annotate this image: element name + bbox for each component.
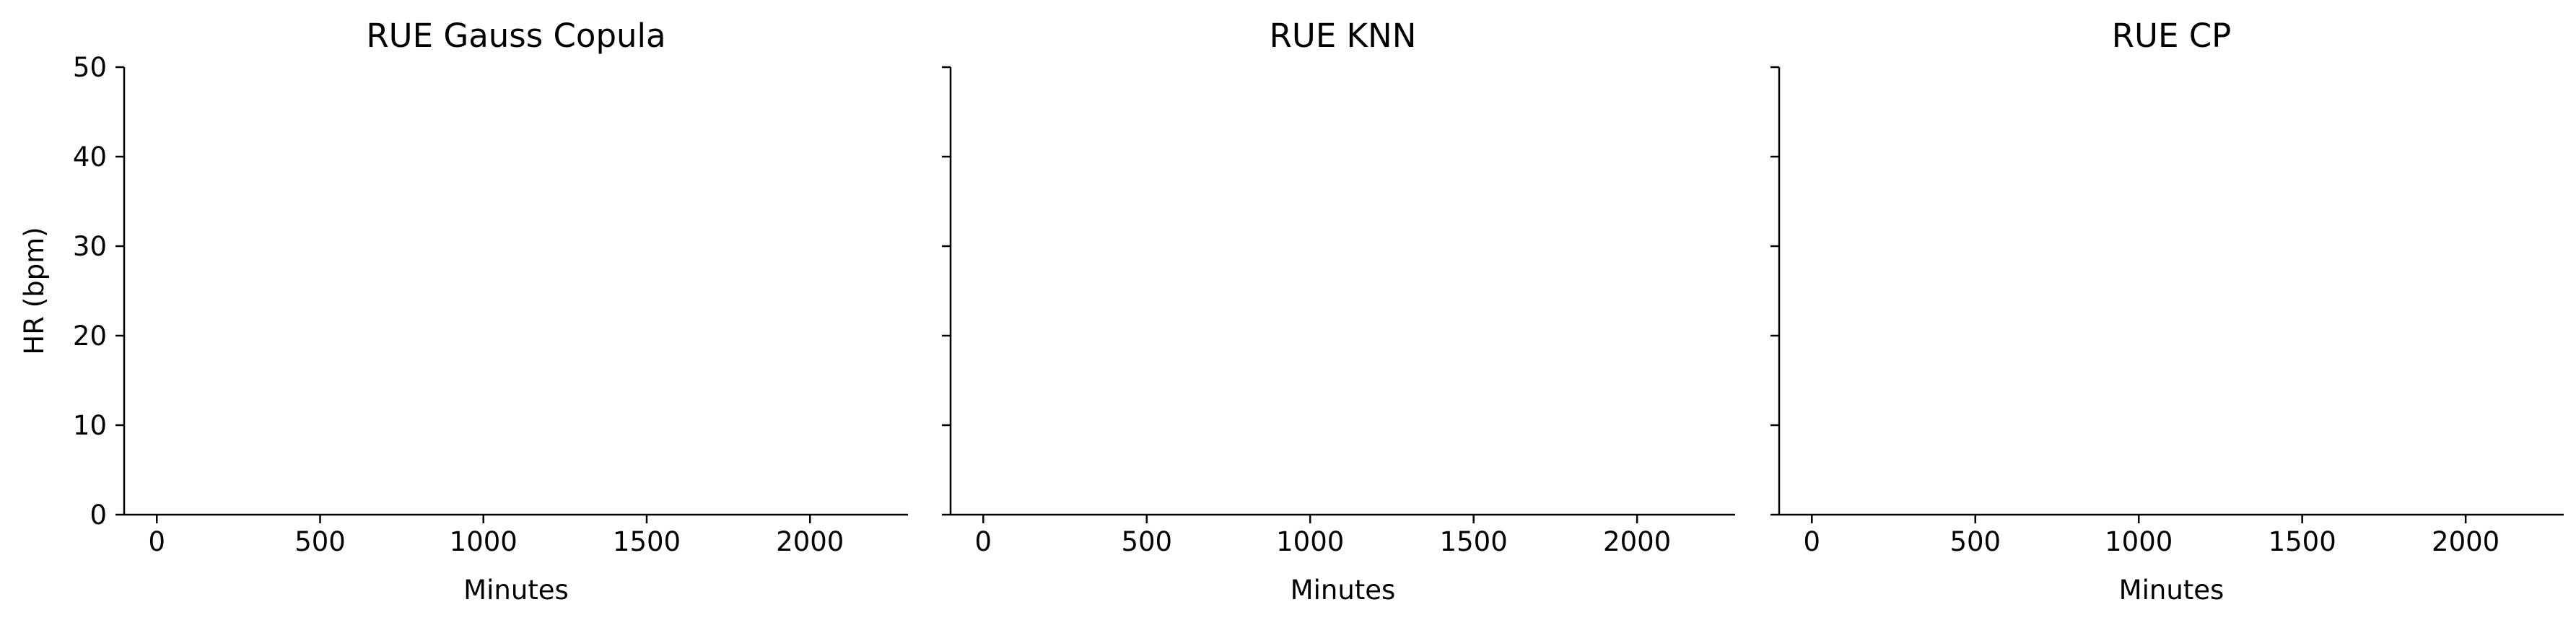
y-axis-label: HR (bpm) xyxy=(19,227,50,354)
subplot-3: 0 500 1000 1500 2000 RUE CP Minutes xyxy=(1771,17,2564,606)
x-tick-label: 500 xyxy=(1121,526,1172,557)
x-axis-label: Minutes xyxy=(2119,575,2224,606)
x-tick-label: 0 xyxy=(148,526,165,557)
y-tick-label: 50 xyxy=(73,52,107,83)
x-axis-label: Minutes xyxy=(1291,575,1396,606)
x-tick-label: 1000 xyxy=(1276,526,1344,557)
x-tick-label: 1000 xyxy=(450,526,518,557)
subplot-1: 0 500 1000 1500 2000 0 10 20 30 40 50 RUE Gauss Cop… xyxy=(19,17,908,606)
y-tick-label: 20 xyxy=(73,320,107,352)
y-tick-label: 30 xyxy=(73,231,107,262)
y-tick-label: 10 xyxy=(73,410,107,441)
x-tick-label: 500 xyxy=(294,526,346,557)
subplot-2: 0 500 1000 1500 2000 RUE KNN Minutes xyxy=(942,17,1735,606)
x-tick-label: 2000 xyxy=(1603,526,1671,557)
subplot-title: RUE CP xyxy=(2112,17,2232,55)
y-tick-label: 0 xyxy=(89,500,107,531)
x-tick-label: 0 xyxy=(1804,526,1821,557)
x-tick-label: 500 xyxy=(1950,526,2001,557)
x-axis-label: Minutes xyxy=(463,575,569,606)
subplot-title: RUE KNN xyxy=(1270,17,1417,55)
x-tick-label: 1500 xyxy=(2269,526,2336,557)
panels: 0 500 1000 1500 2000 0 10 20 30 40 50 RUE Gauss Cop… xyxy=(19,17,2564,606)
x-tick-label: 2000 xyxy=(2432,526,2499,557)
x-tick-label: 1500 xyxy=(1440,526,1508,557)
subplot-title: RUE Gauss Copula xyxy=(366,17,665,55)
y-tick-label: 40 xyxy=(73,141,107,173)
x-tick-label: 0 xyxy=(975,526,992,557)
x-tick-label: 2000 xyxy=(776,526,844,557)
x-tick-label: 1000 xyxy=(2105,526,2173,557)
x-tick-label: 1500 xyxy=(613,526,681,557)
